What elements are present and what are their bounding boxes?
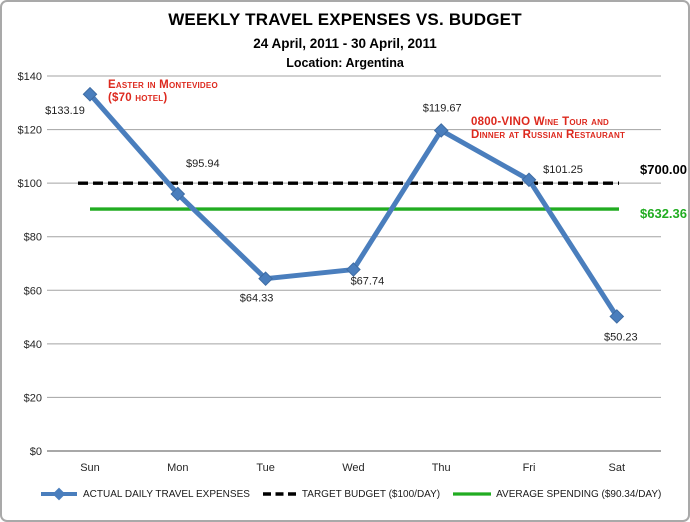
data-point-marker-fri (521, 172, 537, 188)
data-point-marker-sat (609, 309, 625, 324)
data-point-marker-mon (170, 186, 186, 202)
chart-subtitle: 24 April, 2011 - 30 April, 2011 (253, 36, 437, 51)
legend-label-target: TARGET BUDGET ($100/DAY) (301, 488, 441, 500)
data-point-marker-tue (258, 271, 273, 287)
annotation-easter: Easter in Montevideo ($70 hotel) (108, 79, 218, 104)
data-point-label-thu: $119.67 (423, 102, 462, 114)
legend-label-actual: ACTUAL DAILY TRAVEL EXPENSES (83, 488, 250, 500)
data-point-label-wed: $67.74 (351, 276, 385, 288)
y-tick-label-$40: $40 (24, 339, 42, 351)
x-category-label-fri: Fri (523, 462, 536, 474)
y-tick-label-$120: $120 (18, 125, 42, 137)
target-budget-legend-icon (262, 487, 297, 501)
y-tick-label-$100: $100 (18, 178, 42, 190)
legend: ACTUAL DAILY TRAVEL EXPENSES TARGET BUDG… (40, 485, 674, 503)
data-point-label-mon: $95.94 (186, 158, 220, 170)
y-tick-label-$80: $80 (24, 232, 42, 244)
x-category-label-mon: Mon (167, 462, 188, 474)
annotation-easter-line2: ($70 hotel) (108, 91, 168, 104)
data-point-label-tue: $64.33 (240, 293, 274, 305)
average-spending-legend-icon (453, 487, 492, 501)
annotation-wine-tour: 0800-VINO Wine Tour and Dinner at Russia… (471, 116, 625, 141)
y-tick-label-$60: $60 (24, 285, 42, 297)
legend-label-average: AVERAGE SPENDING ($90.34/DAY) (496, 488, 662, 500)
y-tick-label-$140: $140 (18, 71, 42, 83)
data-point-label-sat: $50.23 (604, 331, 638, 343)
annotation-easter-line1: Easter in Montevideo (108, 79, 218, 91)
annotation-wine-tour-line1: 0800-VINO Wine Tour and (471, 116, 610, 128)
data-point-label-fri: $101.25 (543, 164, 583, 176)
chart-title: WEEKLY TRAVEL EXPENSES VS. BUDGET (168, 10, 522, 29)
x-category-label-tue: Tue (256, 462, 275, 474)
x-category-label-wed: Wed (342, 462, 364, 474)
weekly-spending-total-label: $632.36 (640, 206, 687, 221)
x-category-label-thu: Thu (432, 462, 451, 474)
x-category-label-sat: Sat (609, 462, 626, 474)
y-tick-label-$20: $20 (24, 392, 42, 404)
data-point-marker-wed (346, 262, 361, 277)
weekly-target-total-label: $700.00 (640, 162, 687, 177)
y-tick-label-$0: $0 (30, 446, 42, 458)
data-point-label-sun: $133.19 (45, 105, 85, 117)
x-category-label-sun: Sun (80, 462, 100, 474)
data-point-marker-thu (433, 123, 449, 138)
chart-location: Location: Argentina (286, 56, 404, 70)
actual-expenses-legend-icon (40, 487, 78, 501)
data-point-marker-sun (82, 86, 98, 102)
annotation-wine-tour-line2: Dinner at Russian Restaurant (471, 128, 626, 141)
